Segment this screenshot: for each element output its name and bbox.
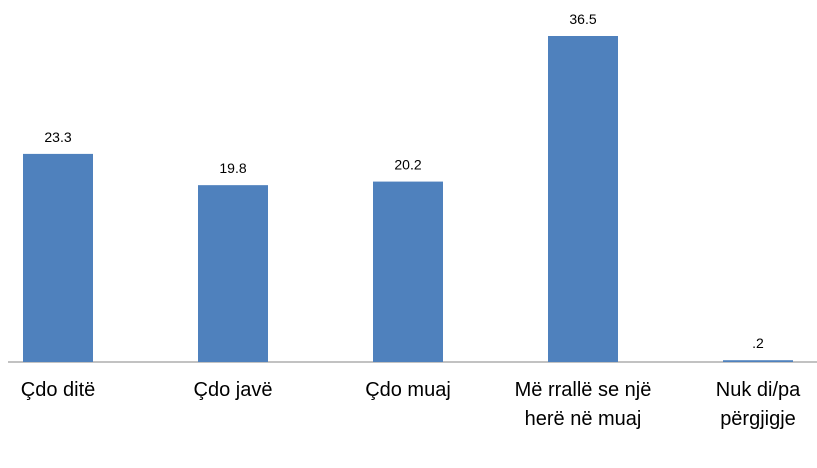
value-label: .2: [752, 335, 764, 351]
bar: [373, 181, 443, 362]
bar: [548, 36, 618, 362]
value-label: 23.3: [44, 129, 71, 145]
x-tick-label: Çdo ditë: [20, 379, 96, 401]
bar: [723, 360, 793, 362]
value-label: 19.8: [219, 160, 246, 176]
x-tick-label: Çdo muaj: [365, 379, 451, 401]
x-tick-label: Nuk di/pa përgjigje: [715, 379, 801, 430]
x-tick-label: Më rrallë se një herë në muaj: [514, 379, 652, 430]
value-label: 20.2: [394, 157, 421, 173]
bar: [23, 153, 93, 362]
bar: [198, 185, 268, 362]
x-tick-label: Çdo javë: [193, 379, 273, 401]
value-label: 36.5: [569, 11, 596, 27]
